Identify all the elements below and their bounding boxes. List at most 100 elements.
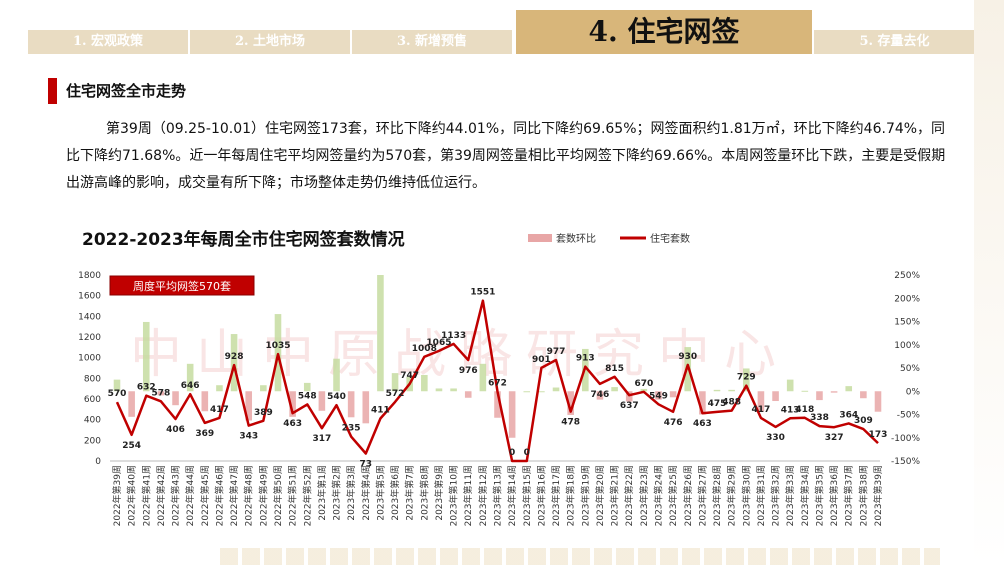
data-label-units: 632	[137, 383, 156, 393]
x-axis-tick-label: 2023年第34周	[799, 465, 811, 526]
x-axis-tick-label: 2022年第43周	[170, 465, 182, 526]
data-label-units: 815	[605, 364, 624, 374]
x-axis-tick-label: 2022年第41周	[140, 465, 152, 526]
data-label-units: 411	[371, 406, 390, 416]
data-label-units: 417	[752, 405, 771, 415]
bar-week-change	[523, 391, 531, 393]
bar-week-change	[538, 391, 545, 393]
x-axis-tick-label: 2023年第10周	[448, 465, 460, 526]
right-axis-tick-label: 250%	[894, 271, 920, 281]
tab-new-presale[interactable]: 3. 新增预售	[352, 30, 512, 54]
tab-residential-signing[interactable]: 4. 住宅网签	[516, 10, 812, 54]
x-axis-tick-label: 2023年第25周	[667, 465, 679, 526]
data-label-units: 976	[459, 366, 478, 376]
bar-week-change	[347, 391, 355, 418]
x-axis-tick-label: 2022年第40周	[126, 465, 138, 526]
data-label-units: 417	[210, 405, 229, 415]
data-label-units: 173	[869, 430, 888, 440]
bar-week-change	[640, 388, 648, 392]
x-axis-tick-label: 2023年第38周	[857, 465, 869, 526]
x-axis-tick-label: 2023年第21周	[609, 465, 621, 526]
section-marker	[48, 78, 57, 104]
x-axis-tick-label: 2023年第28周	[711, 465, 723, 526]
x-axis-tick-label: 2023年第7周	[404, 465, 416, 521]
left-axis-tick-label: 800	[84, 374, 101, 384]
right-axis-tick-label: -50%	[897, 411, 921, 421]
left-axis-tick-label: 600	[84, 395, 101, 405]
x-axis-tick-label: 2023年第33周	[784, 465, 796, 526]
data-label-units: 1035	[265, 341, 290, 351]
bar-week-change	[801, 390, 809, 392]
bar-week-change	[742, 368, 750, 392]
data-label-units: 930	[678, 352, 697, 362]
data-label-units: 729	[737, 373, 756, 383]
x-axis-tick-label: 2022年第48周	[243, 465, 255, 526]
data-label-units: 343	[239, 432, 258, 442]
x-axis-tick-label: 2023年第9周	[433, 465, 445, 521]
x-axis-tick-label: 2022年第49周	[257, 465, 269, 526]
x-axis-tick-label: 2023年第35周	[813, 465, 825, 526]
bar-week-change	[201, 391, 209, 412]
data-label-units: 0	[524, 448, 530, 458]
x-axis-tick-label: 2022年第52周	[301, 465, 313, 526]
x-axis-tick-label: 2023年第39周	[872, 465, 884, 526]
x-axis-tick-label: 2022年第39周	[111, 465, 123, 526]
data-label-units: 672	[488, 379, 507, 389]
x-axis-tick-label: 2023年第17周	[550, 465, 562, 526]
x-axis-tick-label: 2023年第26周	[682, 465, 694, 526]
x-axis-tick-label: 2023年第19周	[579, 465, 591, 526]
data-label-units: 309	[854, 416, 873, 426]
x-axis-tick-label: 2023年第15周	[521, 465, 533, 526]
data-label-units: 928	[225, 352, 244, 362]
bar-week-change	[157, 391, 165, 396]
bar-week-change	[596, 391, 604, 400]
bar-week-change	[333, 358, 340, 392]
tab-stock-clearance[interactable]: 5. 存量去化	[814, 30, 975, 54]
x-axis-tick-label: 2023年第30周	[740, 465, 752, 526]
legend-bar-label: 套数环比	[556, 232, 596, 245]
data-label-units: 478	[561, 418, 580, 428]
data-label-units: 1133	[441, 331, 466, 341]
bar-week-change	[830, 391, 838, 393]
bar-week-change	[377, 275, 384, 392]
right-axis-tick-label: -150%	[891, 457, 920, 467]
decoration-right	[974, 0, 1004, 565]
left-axis-tick-label: 200	[84, 436, 101, 446]
x-axis-tick-label: 2023年第16周	[535, 465, 547, 526]
data-label-units: 73	[360, 459, 373, 469]
data-label-units: 389	[254, 408, 273, 418]
right-axis-tick-label: 200%	[894, 294, 920, 304]
data-label-units: 1008	[412, 344, 437, 354]
legend-bar-swatch	[528, 234, 552, 242]
x-axis-tick-label: 2023年第24周	[652, 465, 664, 526]
data-label-units: 572	[386, 389, 405, 399]
data-label-units: 488	[722, 398, 741, 408]
x-axis-tick-label: 2023年第20周	[594, 465, 606, 526]
x-axis-tick-label: 2023年第31周	[755, 465, 767, 526]
bar-week-change	[772, 391, 779, 402]
bar-week-change	[435, 388, 443, 392]
left-axis-tick-label: 1000	[78, 354, 101, 364]
bar-week-change	[142, 321, 150, 392]
right-axis-tick-label: 150%	[894, 318, 920, 328]
bar-week-change	[464, 391, 472, 398]
bar-week-change	[860, 391, 867, 399]
bar-week-change	[172, 391, 179, 406]
data-label-units: 327	[825, 433, 844, 443]
x-axis-tick-label: 2023年第27周	[696, 465, 708, 526]
tab-macro-policy[interactable]: 1. 宏观政策	[28, 30, 188, 54]
data-label-units: 646	[181, 381, 200, 391]
bar-week-change	[874, 391, 882, 412]
bar-week-change	[245, 391, 253, 421]
data-label-units: 369	[195, 429, 214, 439]
tab-land-market[interactable]: 2. 土地市场	[190, 30, 350, 54]
x-axis-tick-label: 2022年第45周	[199, 465, 211, 526]
x-axis-tick-label: 2023年第18周	[565, 465, 577, 526]
bar-week-change	[113, 379, 121, 392]
bar-week-change	[274, 314, 282, 392]
data-label-units: 637	[620, 401, 639, 411]
bar-week-change	[757, 391, 765, 412]
bar-week-change	[318, 391, 326, 411]
average-label: 周度平均网签570套	[133, 279, 231, 293]
data-label-units: 254	[122, 441, 141, 451]
